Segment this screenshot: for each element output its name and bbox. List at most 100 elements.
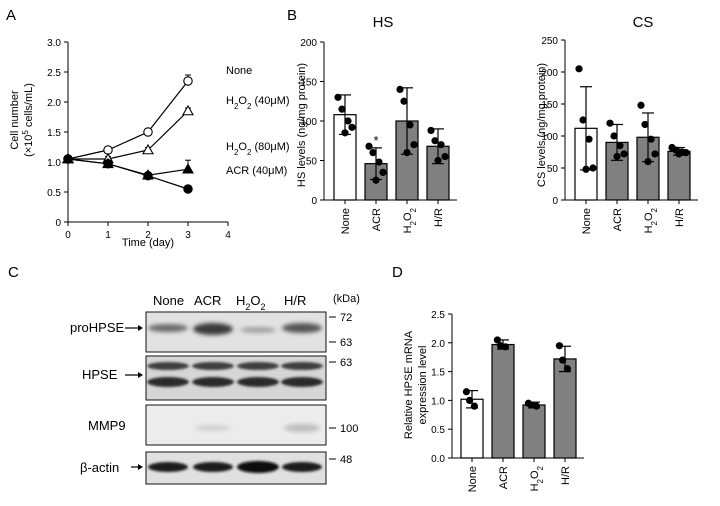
cs-dot <box>606 119 614 127</box>
hs-dot <box>400 97 408 105</box>
cs-dot <box>610 132 618 140</box>
band-hpse-upper-h2o2 <box>237 362 279 370</box>
d-dot <box>501 343 509 351</box>
cs-dot <box>613 152 621 161</box>
lane-label-none: None <box>153 293 184 308</box>
cs-dot <box>616 142 624 150</box>
hs-xtick-label-1: ACR <box>371 208 383 231</box>
d-xtick-label-1: ACR <box>498 466 510 489</box>
panel-label-d: D <box>392 264 403 281</box>
hs-significance-asterisk: * <box>373 133 378 148</box>
d-ylabel-line1: Relative HPSE mRNA <box>403 330 415 439</box>
legend-h2o2-80: H2O2 (80μM) <box>226 141 290 157</box>
cs-dot <box>644 158 652 166</box>
svg-text:48: 48 <box>340 454 352 466</box>
cs-dot <box>589 164 597 172</box>
hs-dot <box>434 156 442 165</box>
cs-xtick-label-3: H/R <box>674 208 686 227</box>
cs-dot <box>651 150 659 158</box>
hs-ylabel: HS levels (ng/mg protein) <box>296 63 308 187</box>
svg-text:100: 100 <box>340 423 358 435</box>
d-bar-1 <box>491 343 515 459</box>
cs-title: CS <box>633 14 654 31</box>
panel-a-series-line-1 <box>68 110 189 160</box>
cs-xtick-label-2: H2O2 <box>643 207 659 233</box>
hs-dot <box>369 149 377 157</box>
band-prohpse-none <box>148 324 188 332</box>
marker-100: 100 <box>329 423 358 435</box>
panel-label-b: B <box>287 7 297 24</box>
band-hpse-lower-hr <box>281 377 323 387</box>
panel-a-point-1 <box>142 143 154 155</box>
cs-ytick-label: 150 <box>541 100 558 111</box>
d-xtick-label-0: None <box>467 466 479 492</box>
cs-ytick-label: 100 <box>541 132 558 143</box>
hs-dot <box>437 141 445 149</box>
band-hpse-upper-acr <box>192 362 234 370</box>
d-dot <box>532 402 541 410</box>
cs-dot <box>579 116 587 124</box>
legend-acr-40: ACR (40μM) <box>226 165 287 177</box>
cs-ytick-label: 200 <box>541 68 558 79</box>
band-actin-acr <box>193 462 233 472</box>
panel-a-xtick-label: 3 <box>185 230 191 241</box>
panel-a-xtick-label: 0 <box>65 230 71 241</box>
hs-ytick-label: 100 <box>300 117 317 128</box>
hs-dot <box>431 137 439 145</box>
band-actin-none <box>148 462 188 472</box>
panel-a-ytick-label: 0 <box>55 218 61 229</box>
band-hpse-lower-none <box>147 377 189 387</box>
band-actin-h2o2 <box>237 461 279 473</box>
d-xtick-label-3: H/R <box>560 466 572 485</box>
hs-ytick-label: 50 <box>306 157 318 168</box>
panel-a-xtick-label: 4 <box>225 230 231 241</box>
cs-dot <box>582 165 590 173</box>
panel-a-point-3 <box>143 171 153 181</box>
hs-dot <box>410 141 418 149</box>
d-ytick-label: 0.0 <box>431 454 445 465</box>
panel-a-xtick-label: 2 <box>145 230 151 241</box>
d-dot <box>559 356 567 364</box>
d-ytick-label: 2.5 <box>431 310 445 321</box>
hs-dot <box>372 176 380 184</box>
marker-63b: 63 <box>329 357 352 369</box>
d-xtick-label-2: H2O2 <box>529 465 545 491</box>
panel-a-point-1 <box>182 104 194 116</box>
d-ytick-label: 2.0 <box>431 339 445 350</box>
panel-a-point-0 <box>143 127 153 137</box>
arrow-hpse <box>125 372 143 378</box>
hs-dot <box>427 126 435 135</box>
marker-72: 72 <box>329 312 352 324</box>
row-label-actin: β-actin <box>80 460 119 475</box>
cs-dot <box>575 65 583 73</box>
cs-dot <box>647 135 655 143</box>
band-hpse-upper-hr <box>281 362 323 370</box>
panel-a-ylabel-line2: (×105 cells/mL) <box>21 83 36 157</box>
cs-xtick-label-0: None <box>581 208 593 234</box>
svg-text:63: 63 <box>340 357 352 369</box>
d-bar-2 <box>522 404 546 459</box>
hs-dot <box>334 93 342 101</box>
lane-label-h2o2: H2O2 <box>236 293 266 312</box>
cs-dot <box>620 150 628 158</box>
band-prohpse-h2o2 <box>240 327 276 333</box>
panel-a-xlabel: Time (day) <box>122 237 174 249</box>
marker-48: 48 <box>329 454 352 466</box>
d-ytick-label: 1.0 <box>431 396 445 407</box>
lane-label-hr: H/R <box>284 293 306 308</box>
panel-d-bar-chart: Relative HPSE mRNA expression level 0.0 0… <box>403 310 584 492</box>
panel-a-point-2 <box>182 163 194 174</box>
band-hpse-lower-h2o2 <box>237 377 279 387</box>
panel-a-point-0 <box>183 76 193 86</box>
band-mmp9-hr <box>284 424 320 432</box>
hs-ytick-label: 0 <box>311 196 317 207</box>
legend-h2o2-40: H2O2 (40μM) <box>226 95 290 111</box>
d-ytick-label: 0.5 <box>431 425 445 436</box>
panel-b-hs-bar-chart: HS HS levels (ng/mg protein) 0 50 100 150 20… <box>296 14 457 234</box>
panel-a-xtick-label: 1 <box>105 230 111 241</box>
cs-xtick-label-1: ACR <box>612 208 624 231</box>
hs-dot <box>379 168 387 176</box>
svg-text:63: 63 <box>340 337 352 349</box>
d-dot <box>462 388 470 396</box>
